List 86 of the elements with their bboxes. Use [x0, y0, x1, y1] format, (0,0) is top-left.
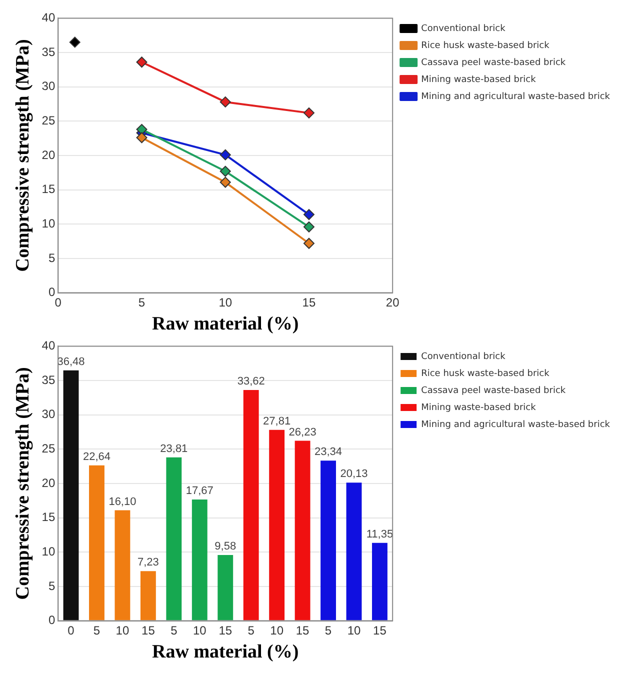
point — [303, 238, 314, 249]
y-tick-label: 30 — [42, 79, 56, 94]
y-tick-label: 10 — [42, 544, 56, 558]
legend-label: Cassava peel waste-based brick — [421, 58, 566, 68]
y-tick-label: 20 — [42, 476, 56, 490]
point — [303, 107, 314, 118]
bar — [372, 542, 388, 620]
point — [69, 36, 80, 48]
bar — [320, 460, 336, 620]
x-tick-label: 10 — [116, 623, 130, 638]
data-label: 17,67 — [186, 485, 214, 498]
data-label: 9,58 — [214, 540, 236, 553]
x-tick-label: 15 — [302, 295, 316, 310]
x-tick-label: 5 — [93, 623, 100, 638]
point — [303, 209, 314, 220]
y-tick-label: 0 — [48, 613, 56, 628]
point — [220, 166, 231, 177]
data-label: 11,35 — [366, 528, 394, 540]
y-axis-title: Compressive strength (MPa) — [12, 367, 34, 600]
y-tick-label: 10 — [42, 216, 56, 230]
bar — [140, 571, 156, 620]
point — [303, 221, 314, 232]
bar — [346, 482, 362, 620]
y-tick-label: 40 — [42, 338, 56, 353]
x-tick-label: 5 — [248, 623, 255, 638]
data-label: 22,64 — [82, 450, 111, 463]
bar — [243, 390, 259, 620]
y-tick-label: 25 — [42, 113, 56, 128]
legend-label: Mining and agricultural waste-based brick — [421, 420, 611, 430]
x-tick-label: 10 — [192, 623, 207, 638]
x-tick-label: 0 — [68, 623, 75, 638]
bar — [63, 370, 79, 620]
bar — [166, 457, 182, 620]
point — [136, 132, 148, 144]
x-axis-title: Raw material (%) — [152, 314, 299, 335]
x-axis-title: Raw material (%) — [152, 642, 299, 663]
x-tick-label: 5 — [324, 623, 332, 638]
y-tick-label: 0 — [48, 285, 56, 300]
bar — [89, 465, 104, 620]
x-tick-label: 5 — [170, 623, 178, 638]
y-tick-label: 15 — [42, 510, 56, 524]
x-tick-label: 15 — [296, 623, 310, 638]
legend-label: Rice husk waste-based brick — [421, 368, 550, 379]
y-tick-label: 30 — [42, 407, 56, 422]
data-label: 23,81 — [160, 442, 188, 455]
bar — [114, 510, 130, 620]
data-label: 7,23 — [137, 556, 159, 569]
x-tick-label: 10 — [218, 295, 232, 310]
data-label: 16,10 — [108, 496, 136, 508]
data-label: 20,13 — [340, 468, 368, 480]
data-label: 33,62 — [237, 376, 265, 388]
x-tick-label: 20 — [386, 295, 400, 310]
legend-label: Mining and agricultural waste-based brick — [421, 92, 611, 102]
legend-label: Cassava peel waste-based brick — [421, 386, 566, 396]
x-tick-label: 10 — [270, 623, 284, 638]
bar — [192, 499, 208, 620]
y-tick-label: 40 — [42, 10, 56, 25]
point — [220, 176, 231, 188]
y-tick-label: 20 — [42, 148, 56, 162]
x-tick-label: 15 — [373, 623, 387, 638]
bar — [218, 555, 234, 620]
point — [136, 124, 148, 135]
y-tick-label: 5 — [48, 250, 56, 265]
y-axis-title: Compressive strength (MPa) — [12, 39, 34, 272]
bar — [269, 430, 285, 620]
legend-label: Conventional brick — [421, 24, 506, 34]
data-label: 23,34 — [314, 446, 342, 458]
y-tick-label: 35 — [42, 372, 56, 387]
point — [220, 149, 231, 160]
x-tick-label: 15 — [218, 623, 232, 638]
legend-label: Rice husk waste-based brick — [421, 40, 550, 51]
y-tick-label: 15 — [42, 182, 56, 196]
x-tick-label: 5 — [138, 295, 146, 310]
point — [220, 96, 231, 108]
bar — [294, 440, 310, 620]
x-tick-label: 15 — [142, 623, 156, 638]
y-tick-label: 5 — [48, 578, 56, 593]
point — [136, 56, 148, 68]
x-tick-label: 10 — [347, 623, 361, 638]
legend-label: Mining waste-based brick — [421, 402, 537, 413]
data-label: 26,23 — [288, 426, 316, 438]
y-tick-label: 35 — [42, 44, 56, 59]
y-tick-label: 25 — [42, 441, 56, 456]
legend-label: Mining waste-based brick — [421, 74, 537, 85]
data-label: 27,81 — [263, 415, 291, 428]
legend-label: Conventional brick — [421, 352, 506, 362]
